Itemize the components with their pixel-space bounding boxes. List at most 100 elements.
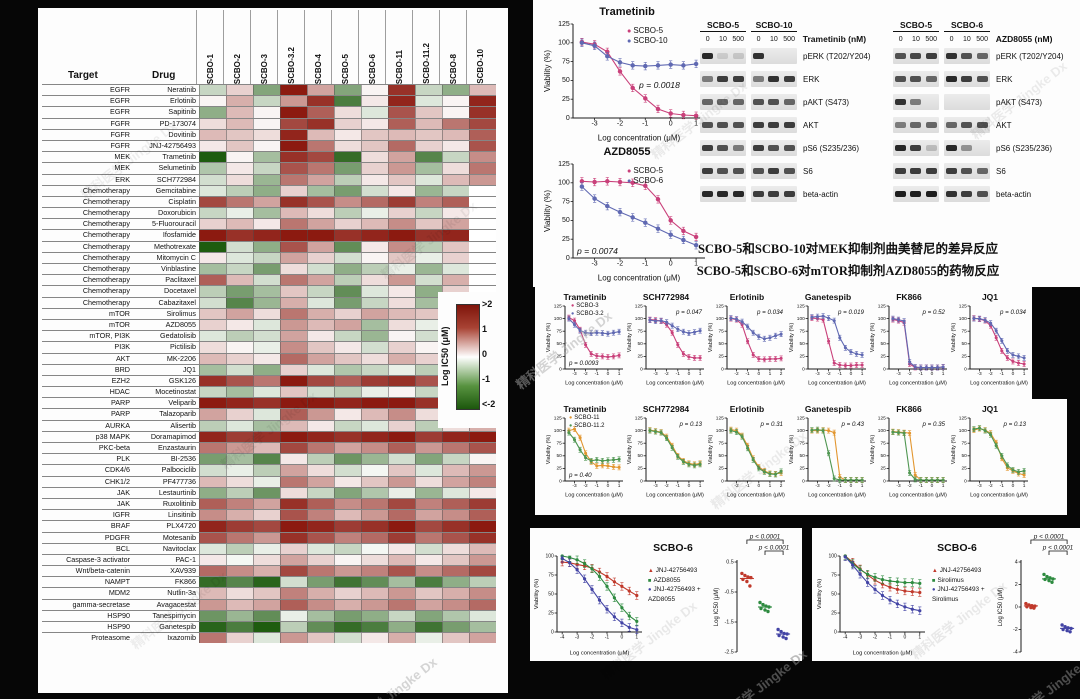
heatmap-cell xyxy=(334,498,361,510)
svg-text:25: 25 xyxy=(799,466,805,472)
drug-cell: XAV939 xyxy=(170,566,196,576)
protein-band xyxy=(768,145,780,151)
heatmap-row: Chemotherapy Cisplatin xyxy=(42,195,496,208)
heatmap-row: PDGFR Motesanib xyxy=(42,531,496,543)
heatmap-cell xyxy=(415,353,442,364)
heatmap-cell xyxy=(415,107,442,118)
svg-text:1: 1 xyxy=(694,120,698,127)
target-cell: PI3K xyxy=(114,342,130,352)
heatmap-cell xyxy=(415,174,442,185)
legend-marker-icon: ● xyxy=(932,587,936,594)
heatmap-cell xyxy=(361,633,388,644)
target-cell: EZH2 xyxy=(111,375,130,385)
heatmap-cell xyxy=(226,398,253,409)
svg-text:-2: -2 xyxy=(873,635,878,641)
svg-text:100: 100 xyxy=(959,428,967,434)
blot-lane-strip xyxy=(751,186,797,202)
heatmap-cell xyxy=(199,498,226,510)
drug-cell: Vinblastine xyxy=(160,264,196,273)
heatmap-cell xyxy=(226,375,253,387)
heatmap-cell xyxy=(334,476,361,487)
heatmap-cell xyxy=(253,521,280,532)
heatmap-cell xyxy=(334,174,361,185)
svg-text:2: 2 xyxy=(780,371,783,377)
heatmap-cell xyxy=(415,588,442,599)
heatmap-cell xyxy=(199,174,226,185)
svg-text:0: 0 xyxy=(1015,604,1018,610)
svg-text:1: 1 xyxy=(699,483,702,489)
blot-protein-label: AKT xyxy=(996,120,1012,130)
protein-band xyxy=(976,191,988,197)
heatmap-cell xyxy=(361,308,388,319)
svg-text:100: 100 xyxy=(878,316,886,322)
heatmap-cell xyxy=(442,633,469,644)
heatmap-cell xyxy=(334,521,361,532)
blot-lane-strip xyxy=(944,140,990,156)
heatmap-cell xyxy=(415,599,442,610)
heatmap-cell xyxy=(361,521,388,532)
heatmap-cell xyxy=(442,118,469,129)
heatmap-row: Chemotherapy Gemcitabine xyxy=(42,184,496,196)
heatmap-cell xyxy=(226,140,253,152)
heatmap-cell xyxy=(334,275,361,286)
heatmap-cell xyxy=(253,566,280,577)
heatmap-cell xyxy=(307,353,334,364)
svg-text:-3: -3 xyxy=(591,120,597,127)
svg-text:p < 0.0001: p < 0.0001 xyxy=(1033,534,1065,541)
drug-cell: Doxorubicin xyxy=(158,208,196,218)
heatmap-cell xyxy=(469,566,496,577)
heatmap-cell xyxy=(226,431,253,442)
heatmap-cell xyxy=(361,152,388,163)
heatmap-cell xyxy=(388,454,415,465)
heatmap-row: HSP90 Ganetespib xyxy=(42,621,496,633)
combo1-title: SCBO-6 xyxy=(653,542,693,554)
blot-lane-strip xyxy=(944,117,990,133)
heatmap-cell xyxy=(226,554,253,566)
blot-lane-strip xyxy=(700,186,746,202)
protein-band xyxy=(753,76,765,82)
heatmap-cell xyxy=(307,308,334,319)
drug-cell: Mocetinostat xyxy=(155,387,196,397)
heatmap-cell xyxy=(415,610,442,621)
heatmap-cell-empty xyxy=(469,275,496,286)
heatmap-cell xyxy=(334,331,361,342)
heatmap-cell xyxy=(361,163,388,174)
heatmap-cell xyxy=(226,129,253,140)
heatmap-column-label: SCBO-3.2 xyxy=(277,10,304,84)
heatmap-cell xyxy=(199,364,226,375)
blot-lane-strip xyxy=(700,163,746,179)
heatmap-cell xyxy=(280,319,307,331)
heatmap-cell xyxy=(226,185,253,196)
heatmap-cell xyxy=(307,510,334,521)
target-cell: PLK xyxy=(116,454,130,464)
svg-text:0: 0 xyxy=(850,483,853,489)
blot-dose-label: 10 xyxy=(719,35,727,43)
heatmap-cell xyxy=(361,96,388,107)
heatmap-cell xyxy=(307,443,334,454)
heatmap-cell xyxy=(226,577,253,588)
heatmap-cell xyxy=(199,297,226,308)
target-cell: PDGFR xyxy=(104,532,130,542)
scatter-chart-sc2: 4 2 0 -2 -4 Log IC50 (μM) p < 0.0001 p < … xyxy=(996,532,1080,663)
colorbar-tick: 0 xyxy=(482,349,488,359)
heatmap-cell xyxy=(307,297,334,308)
svg-text:1: 1 xyxy=(618,371,621,377)
heatmap-cell xyxy=(280,118,307,129)
heatmap-column-label: SCBO-8 xyxy=(439,10,466,84)
protein-band xyxy=(768,168,780,174)
svg-text:25: 25 xyxy=(718,354,724,360)
svg-text:Log IC50 (μM): Log IC50 (μM) xyxy=(998,588,1004,626)
protein-band xyxy=(753,53,765,59)
svg-text:0: 0 xyxy=(964,366,967,372)
blot-protein-label: pAKT (S473) xyxy=(996,97,1043,107)
legend-entry: ● SCBO-11 xyxy=(569,415,600,421)
heatmap-cell xyxy=(361,420,388,431)
heatmap-cell xyxy=(415,532,442,543)
heatmap-cell xyxy=(388,241,415,252)
svg-text:0: 0 xyxy=(802,366,805,372)
drug-cell: 5-Fluorouracil xyxy=(152,219,196,229)
heatmap-cell xyxy=(415,554,442,566)
heatmap-cell xyxy=(442,431,469,442)
drug-cell: Dovitinib xyxy=(168,129,196,139)
blot-group-label: SCBO-5 xyxy=(700,20,746,32)
